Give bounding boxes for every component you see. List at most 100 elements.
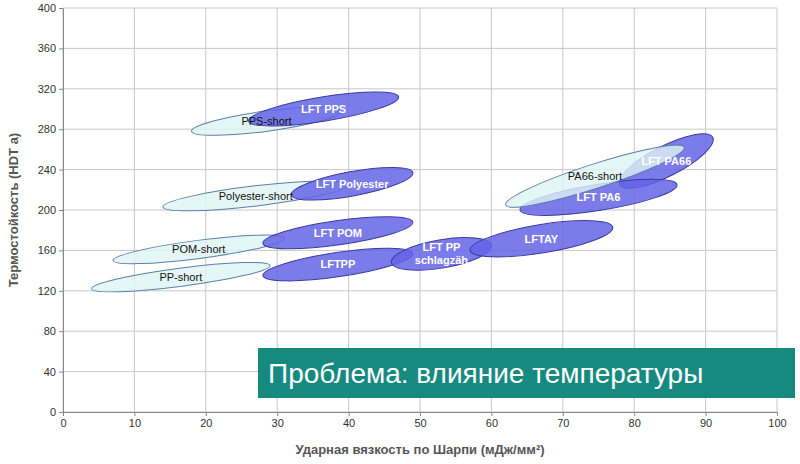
annotation: Проблема: влияние температуры xyxy=(258,348,795,398)
tick-mark xyxy=(59,8,63,9)
tick-label: 100 xyxy=(768,417,786,429)
ellipse-labels: PPS-short Polyester-short POM-short PP-shor… xyxy=(159,103,691,283)
tick: 80 xyxy=(629,412,641,429)
tick: 160 xyxy=(38,244,63,256)
tick: 50 xyxy=(414,412,426,429)
ellipse-label: PPS-short xyxy=(241,115,291,127)
tick-mark xyxy=(59,331,63,332)
y-axis: 0 40 80 120 160 200 240 280 320 360 400 xyxy=(38,2,64,418)
plot: 0 10 20 30 40 50 60 70 80 90 100 0 40 80 120 160 200 240 2… xyxy=(38,2,787,429)
tick-label: 80 xyxy=(629,417,641,429)
tick-label: 20 xyxy=(200,417,212,429)
ellipse-label: LFT PPschlagzäh xyxy=(415,241,468,266)
tick-mark xyxy=(349,412,350,416)
tick: 90 xyxy=(700,412,712,429)
ellipse-label: LFT POM xyxy=(314,227,362,239)
tick-label: 0 xyxy=(60,417,66,429)
x-axis: 0 10 20 30 40 50 60 70 80 90 100 xyxy=(60,412,786,429)
tick-label: 60 xyxy=(486,417,498,429)
tick-label: 160 xyxy=(38,244,56,256)
tick: 40 xyxy=(343,412,355,429)
tick: 30 xyxy=(272,412,284,429)
tick-label: 70 xyxy=(557,417,569,429)
tick-label: 360 xyxy=(38,42,56,54)
tick-mark xyxy=(206,412,207,416)
axis-line xyxy=(64,413,778,417)
tick-label: 90 xyxy=(700,417,712,429)
ellipse-label: PP-short xyxy=(159,271,202,283)
grid-line xyxy=(63,48,777,49)
tick-mark xyxy=(491,412,492,416)
chart: 0 10 20 30 40 50 60 70 80 90 100 0 40 80 120 160 200 240 2… xyxy=(0,0,800,464)
axis-line xyxy=(59,9,64,413)
x-axis-title: Ударная вязкость по Шарпи (мДж/мм²) xyxy=(295,442,544,457)
ellipse-label: POM-short xyxy=(172,243,225,255)
annotation-box xyxy=(258,348,795,398)
tick-mark xyxy=(59,210,63,211)
tick-mark xyxy=(59,291,63,292)
tick-label: 50 xyxy=(414,417,426,429)
ellipse xyxy=(502,136,688,217)
tick-mark xyxy=(59,48,63,49)
tick: 0 xyxy=(60,412,66,429)
tick-mark xyxy=(59,412,63,413)
tick-label: 30 xyxy=(272,417,284,429)
ellipse-label: LFT PPS xyxy=(301,103,346,115)
grid-line xyxy=(63,129,777,130)
ellipse-label: LFT PA66 xyxy=(641,155,691,167)
tick: 70 xyxy=(557,412,569,429)
ellipse-label: Polyester-short xyxy=(219,190,293,202)
tick-mark xyxy=(277,412,278,416)
tick-label: 10 xyxy=(129,417,141,429)
tick: 240 xyxy=(38,164,63,176)
grid-line xyxy=(63,331,777,332)
ellipse-label: LFTPP xyxy=(320,258,355,270)
ellipse xyxy=(289,161,415,207)
tick-mark xyxy=(706,412,707,416)
tick-mark xyxy=(59,372,63,373)
grid-line xyxy=(63,8,777,9)
grid-line xyxy=(63,290,777,291)
tick-label: 0 xyxy=(50,406,56,418)
tick: 40 xyxy=(44,366,63,378)
tick: 400 xyxy=(38,2,63,14)
ellipse xyxy=(90,257,271,298)
tick: 0 xyxy=(50,406,63,418)
tick: 320 xyxy=(38,83,63,95)
tick-label: 120 xyxy=(38,285,56,297)
tick: 280 xyxy=(38,123,63,135)
tick-mark xyxy=(563,412,564,416)
tick-label: 280 xyxy=(38,123,56,135)
tick-mark xyxy=(634,412,635,416)
annotation-text: Проблема: влияние температуры xyxy=(268,358,703,389)
tick: 200 xyxy=(38,204,63,216)
ellipse-label: LFT PA6 xyxy=(577,191,621,203)
tick-label: 40 xyxy=(44,366,56,378)
ellipse-label: LFTAY xyxy=(525,233,559,245)
tick: 360 xyxy=(38,42,63,54)
y-axis-title: Термостойкость (HDT a) xyxy=(6,133,21,287)
ellipse-label: LFT Polyester xyxy=(316,178,389,190)
ellipse xyxy=(468,213,615,264)
tick-label: 200 xyxy=(38,204,56,216)
tick-label: 240 xyxy=(38,164,56,176)
tick-mark xyxy=(420,412,421,416)
tick-label: 40 xyxy=(343,417,355,429)
tick-mark xyxy=(59,170,63,171)
tick: 100 xyxy=(768,412,786,429)
tick: 60 xyxy=(486,412,498,429)
tick: 10 xyxy=(129,412,141,429)
tick-mark xyxy=(59,89,63,90)
tick-label: 400 xyxy=(38,2,56,14)
ellipse xyxy=(261,241,414,287)
grid-line xyxy=(63,88,777,89)
tick: 80 xyxy=(44,325,63,337)
tick: 20 xyxy=(200,412,212,429)
tick-mark xyxy=(59,129,63,130)
tick-mark xyxy=(59,250,63,251)
tick-mark xyxy=(134,412,135,416)
tick-mark xyxy=(777,412,778,416)
ellipses xyxy=(90,85,719,298)
tick-label: 80 xyxy=(44,325,56,337)
tick-label: 320 xyxy=(38,83,56,95)
